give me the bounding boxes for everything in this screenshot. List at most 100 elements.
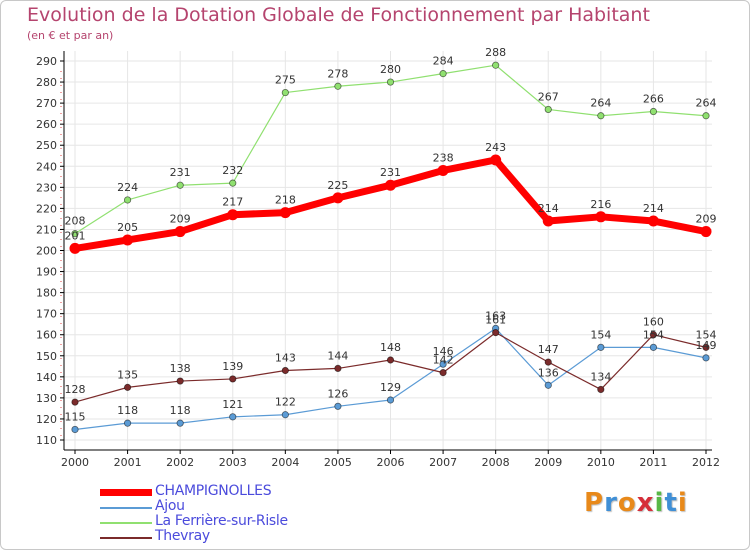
logo-letter: t	[664, 488, 678, 518]
data-point	[71, 230, 79, 238]
data-label: 126	[327, 387, 348, 400]
data-point	[332, 192, 344, 204]
data-label: 142	[433, 354, 454, 367]
data-point	[123, 383, 132, 391]
x-tick-label: 2001	[114, 456, 142, 469]
logo-letter: r	[604, 488, 618, 518]
data-point	[69, 242, 81, 254]
data-point	[279, 207, 291, 219]
legend-swatch	[100, 507, 152, 509]
data-label: 216	[590, 198, 611, 211]
data-label: 267	[538, 90, 559, 103]
x-tick-label: 2008	[482, 456, 510, 469]
data-label: 275	[275, 74, 296, 87]
data-label: 214	[538, 202, 559, 215]
legend-label: La Ferrière-sur-Risle	[155, 513, 288, 529]
y-tick-label: 120	[36, 413, 57, 426]
data-label: 209	[696, 213, 717, 226]
data-point	[492, 329, 500, 337]
y-tick-label: 110	[36, 434, 57, 447]
data-point	[595, 211, 607, 223]
data-label: 214	[643, 202, 664, 215]
logo-letter: i	[677, 488, 688, 518]
data-point	[649, 107, 658, 116]
data-label: 231	[170, 166, 191, 179]
data-point	[386, 396, 395, 404]
data-point	[229, 375, 237, 383]
data-point	[597, 343, 605, 351]
data-label: 154	[643, 328, 664, 341]
data-point	[649, 331, 658, 339]
data-label: 238	[433, 151, 454, 164]
data-point	[334, 82, 342, 90]
data-label: 163	[485, 309, 506, 322]
data-label: 129	[380, 381, 401, 394]
data-point	[385, 179, 396, 191]
data-point	[174, 226, 186, 238]
y-tick-label: 140	[36, 371, 57, 384]
data-label: 217	[222, 196, 243, 209]
logo-letter: i	[654, 488, 665, 518]
legend-label: Thevray	[155, 528, 210, 544]
data-point	[597, 385, 605, 394]
data-label: 147	[538, 343, 559, 356]
x-tick-label: 2011	[639, 456, 667, 469]
x-tick-label: 2003	[219, 456, 247, 469]
proxiti-logo: Proxiti	[584, 488, 688, 518]
data-point	[229, 179, 237, 187]
data-point	[437, 164, 449, 176]
data-point	[123, 419, 132, 427]
y-tick-label: 240	[36, 160, 57, 173]
data-label: 139	[222, 360, 243, 373]
data-point	[492, 61, 500, 69]
x-tick-label: 2005	[324, 456, 352, 469]
y-tick-label: 210	[36, 223, 57, 236]
x-tick-label: 2010	[587, 456, 615, 469]
data-point	[176, 377, 184, 385]
chart-title: Evolution de la Dotation Globale de Fonc…	[27, 4, 650, 26]
data-point	[176, 419, 184, 427]
data-label: 143	[275, 352, 296, 365]
data-point	[542, 215, 554, 227]
data-label: 118	[170, 404, 191, 417]
data-point	[490, 154, 502, 166]
data-point	[71, 425, 79, 434]
legend-item: CHAMPIGNOLLES	[100, 483, 400, 501]
data-label: 154	[590, 328, 611, 341]
data-label: 138	[170, 362, 191, 375]
y-tick-label: 280	[36, 76, 57, 89]
data-point	[334, 364, 342, 373]
data-label: 264	[696, 97, 717, 110]
data-label: 121	[222, 398, 243, 411]
data-point	[647, 215, 659, 227]
data-label: 218	[275, 194, 296, 207]
data-point	[281, 88, 289, 97]
data-label: 208	[65, 215, 86, 228]
y-tick-label: 250	[36, 139, 57, 152]
data-label: 161	[485, 314, 506, 327]
y-tick-label: 170	[36, 308, 57, 321]
data-label: 115	[65, 410, 86, 423]
y-tick-label: 160	[36, 329, 57, 342]
y-tick-label: 190	[36, 266, 57, 279]
data-label: 144	[327, 349, 348, 362]
x-tick-label: 2004	[271, 456, 299, 469]
y-tick-label: 180	[36, 287, 57, 300]
legend-item: La Ferrière-sur-Risle	[100, 513, 400, 531]
y-tick-label: 130	[36, 392, 57, 405]
legend-swatch	[100, 537, 152, 539]
data-point	[597, 112, 605, 120]
x-tick-label: 2002	[166, 456, 194, 469]
data-point	[702, 354, 710, 362]
data-label: 278	[327, 67, 348, 80]
data-point	[439, 360, 447, 368]
y-tick-label: 270	[36, 97, 57, 110]
data-point	[386, 356, 395, 364]
data-label: 154	[696, 328, 717, 341]
data-point	[386, 78, 395, 86]
data-point	[229, 413, 237, 421]
data-point	[439, 70, 447, 78]
data-point	[702, 343, 710, 351]
legend-swatch	[100, 489, 152, 496]
